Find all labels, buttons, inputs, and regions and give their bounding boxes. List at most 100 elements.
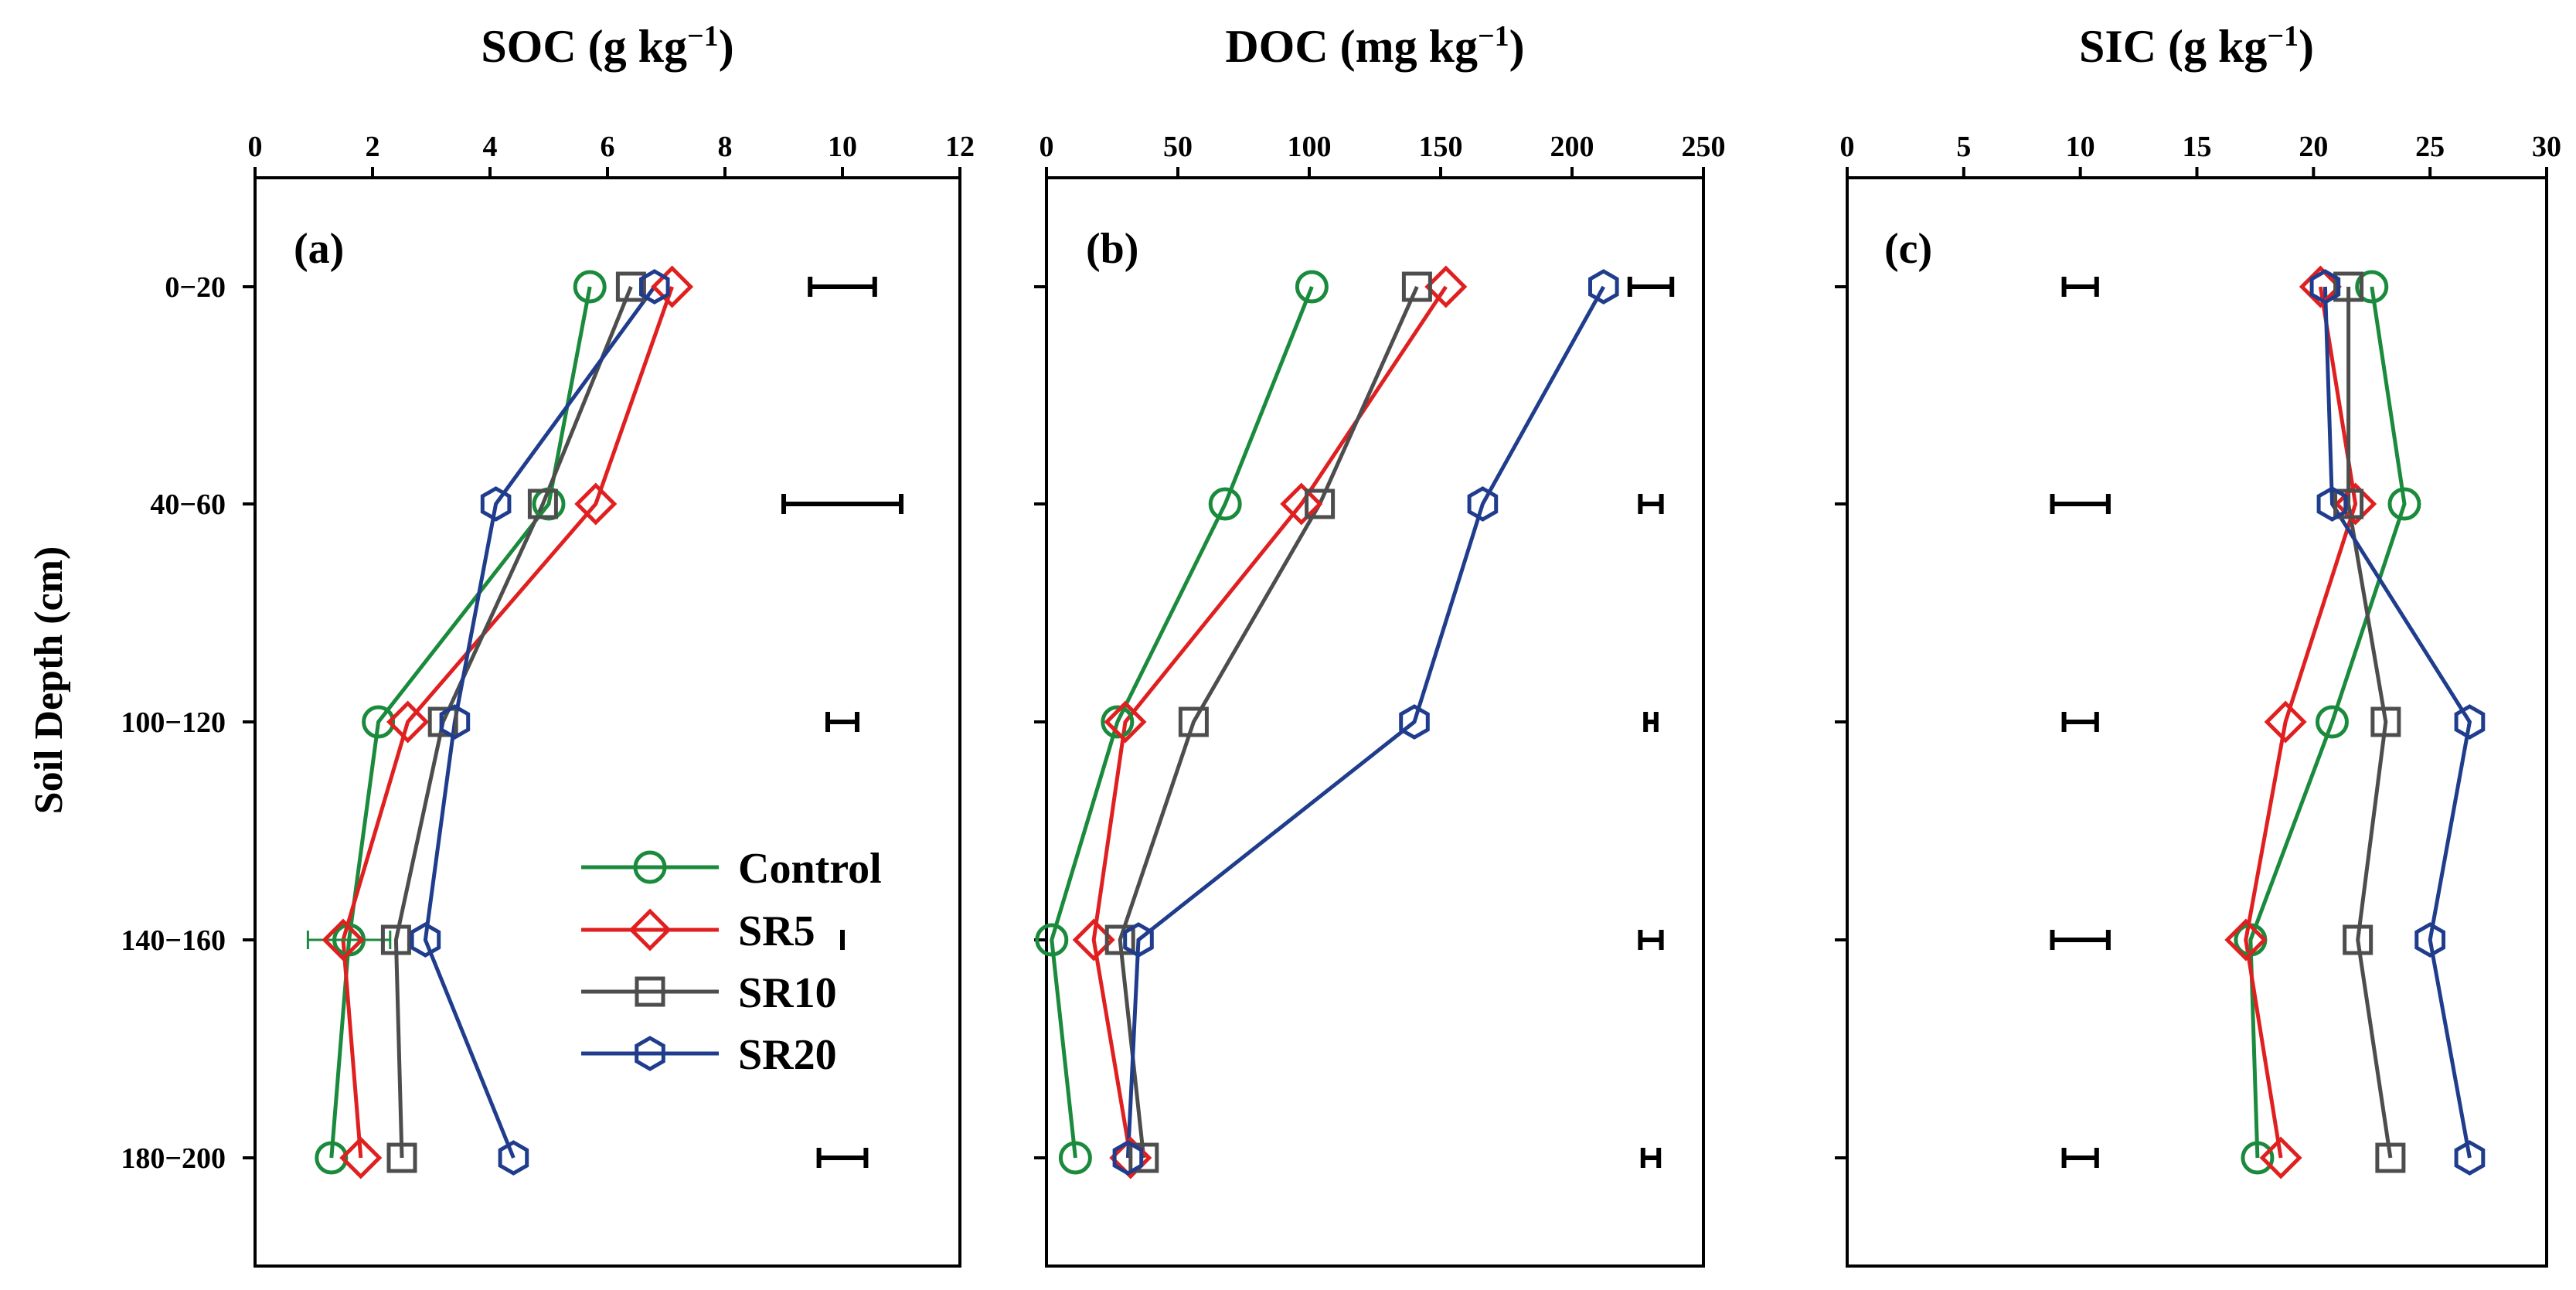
data-point-sr20 bbox=[480, 486, 512, 522]
legend-label-sr20: SR20 bbox=[738, 1031, 837, 1079]
x-tick-label: 50 bbox=[1163, 131, 1193, 163]
legend-marker-sr5 bbox=[628, 908, 672, 951]
x-tick-label: 0 bbox=[248, 131, 263, 163]
data-point-sr10 bbox=[2333, 271, 2364, 302]
x-tick-label: 4 bbox=[483, 131, 498, 163]
legend-marker-control bbox=[633, 850, 667, 884]
data-point-sr20 bbox=[1112, 1140, 1144, 1176]
data-point-sr20 bbox=[2414, 922, 2445, 958]
panel-label: (b) bbox=[1086, 225, 1138, 273]
x-axis-ticks: 0 5 10 15 20 25 30 bbox=[1835, 131, 2561, 1159]
x-tick-label: 0 bbox=[1040, 131, 1054, 163]
y-tick-label: 0−20 bbox=[165, 271, 226, 304]
data-point-sr20 bbox=[1588, 269, 1619, 305]
data-point-sr20 bbox=[2454, 1140, 2486, 1176]
data-point-sr10 bbox=[2370, 706, 2401, 737]
legend: Control SR5 SR10 SR20 bbox=[581, 845, 882, 1079]
x-tick-label: 15 bbox=[2183, 131, 2212, 163]
data-point-sr5 bbox=[339, 1136, 383, 1179]
x-tick-label: 100 bbox=[1288, 131, 1332, 163]
data-point-sr20 bbox=[498, 1140, 529, 1176]
data-point-sr10 bbox=[1305, 488, 1336, 519]
data-point-sr5 bbox=[2259, 1136, 2302, 1179]
data-point-sr20 bbox=[439, 704, 471, 740]
x-tick-label: 25 bbox=[2415, 131, 2445, 163]
data-point-sr20 bbox=[1467, 486, 1499, 522]
x-axis-ticks: 0 2 4 6 8 10 12 bbox=[243, 131, 975, 1159]
x-tick-label: 10 bbox=[828, 131, 857, 163]
y-axis-title: Soil Depth (cm) bbox=[27, 546, 71, 815]
data-point-sr20 bbox=[2316, 486, 2348, 522]
data-point-sr10 bbox=[386, 1142, 417, 1173]
x-axis-ticks: 0 50 100 150 200 250 bbox=[1034, 131, 1726, 1159]
panel-title: SOC (g kg−1) bbox=[481, 20, 733, 72]
data-point-control bbox=[1295, 270, 1329, 304]
panel-label: (a) bbox=[294, 225, 344, 273]
series-line-control bbox=[329, 286, 592, 1159]
series-line-sr20 bbox=[1125, 285, 1605, 1159]
series-markers bbox=[2224, 265, 2486, 1179]
data-point-sr10 bbox=[1128, 1142, 1159, 1173]
series-markers bbox=[315, 265, 694, 1179]
data-point-sr10 bbox=[2343, 924, 2374, 955]
lsd-bars bbox=[2050, 277, 2111, 1168]
panel-doc: DOC (mg kg−1) (b) 0 50 100 150 200 250 bbox=[1034, 20, 1726, 1268]
legend-marker-sr10 bbox=[635, 976, 665, 1007]
x-tick-label: 150 bbox=[1419, 131, 1463, 163]
legend-label-sr5: SR5 bbox=[738, 907, 815, 955]
data-point-control bbox=[1208, 487, 1242, 521]
data-point-sr10 bbox=[527, 488, 558, 519]
series-lines bbox=[2244, 286, 2472, 1159]
data-point-control bbox=[2241, 1141, 2275, 1175]
series-line-sr10 bbox=[2346, 287, 2393, 1159]
data-point-sr5 bbox=[574, 482, 618, 526]
series-line-sr5 bbox=[1091, 285, 1448, 1159]
x-tick-label: 0 bbox=[1840, 131, 1855, 163]
data-point-sr20 bbox=[2454, 704, 2486, 740]
y-tick-label: 140−160 bbox=[121, 924, 226, 957]
data-point-control bbox=[315, 1141, 349, 1175]
data-point-sr5 bbox=[322, 918, 365, 962]
data-point-sr10 bbox=[1401, 271, 1432, 302]
data-point-sr5 bbox=[2224, 918, 2268, 962]
series-lines bbox=[1050, 285, 1605, 1159]
y-tick-label: 40−60 bbox=[150, 488, 226, 521]
data-point-control bbox=[362, 705, 396, 739]
data-point-sr5 bbox=[1104, 700, 1147, 744]
series-markers bbox=[1035, 265, 1619, 1179]
data-point-control bbox=[2355, 270, 2389, 304]
x-tick-label: 2 bbox=[366, 131, 380, 163]
data-point-sr10 bbox=[1178, 706, 1209, 737]
data-point-control bbox=[1058, 1141, 1092, 1175]
data-point-sr10 bbox=[1104, 924, 1135, 955]
data-point-sr20 bbox=[410, 922, 441, 958]
data-point-sr5 bbox=[1280, 482, 1323, 526]
panel-sic: SIC (g kg−1) (c) 0 5 10 15 20 25 30 bbox=[1835, 20, 2561, 1268]
legend-label-sr10: SR10 bbox=[738, 969, 837, 1017]
series-line-control bbox=[1050, 286, 1314, 1159]
data-point-sr10 bbox=[2333, 488, 2364, 519]
series-line-sr5 bbox=[341, 286, 674, 1159]
series-line-sr5 bbox=[2244, 286, 2358, 1159]
data-point-control bbox=[2315, 705, 2349, 739]
x-tick-label: 10 bbox=[2066, 131, 2095, 163]
panel-title: DOC (mg kg−1) bbox=[1225, 20, 1524, 72]
data-point-sr20 bbox=[1123, 922, 1154, 958]
data-point-sr20 bbox=[2309, 269, 2341, 305]
data-point-sr10 bbox=[380, 924, 411, 955]
data-point-control bbox=[1035, 923, 1069, 957]
data-point-control bbox=[1101, 705, 1135, 739]
series-line-sr10 bbox=[1118, 285, 1419, 1159]
data-point-sr5 bbox=[1424, 265, 1468, 308]
data-point-control bbox=[573, 270, 607, 304]
data-point-sr10 bbox=[615, 271, 646, 302]
panel-soc: SOC (g kg−1) (a) 0 2 4 6 8 10 12 bbox=[243, 20, 975, 1268]
data-point-sr5 bbox=[651, 265, 694, 308]
x-tick-label: 12 bbox=[945, 131, 975, 163]
x-tick-label: 250 bbox=[1682, 131, 1726, 163]
x-tick-label: 30 bbox=[2532, 131, 2561, 163]
panel-frame bbox=[1846, 176, 2548, 1268]
x-tick-label: 6 bbox=[601, 131, 615, 163]
data-point-sr10 bbox=[2375, 1142, 2406, 1173]
